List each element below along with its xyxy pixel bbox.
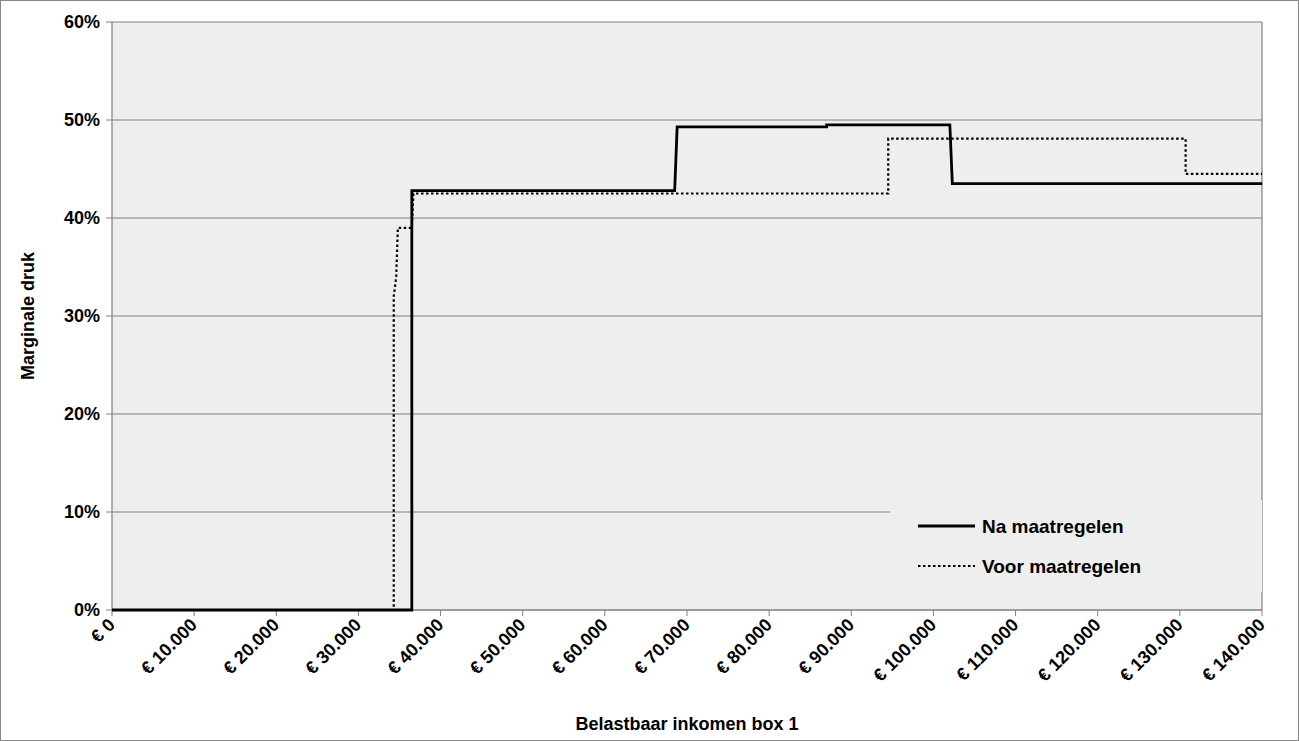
x-tick-label: € 60.000 <box>548 615 612 679</box>
x-tick-label: € 30.000 <box>302 615 366 679</box>
x-tick-label: € 0 <box>87 615 119 647</box>
grid-line <box>112 413 1262 414</box>
y-tick <box>106 22 112 23</box>
y-tick-label: 0% <box>74 600 100 620</box>
y-tick <box>106 120 112 121</box>
x-tick <box>933 610 934 616</box>
y-axis-title: Marginale druk <box>18 251 38 380</box>
x-tick <box>604 610 605 616</box>
x-tick-label: € 140.000 <box>1198 615 1269 686</box>
y-tick <box>106 610 112 611</box>
legend-box <box>890 500 1262 592</box>
y-tick <box>106 414 112 415</box>
y-tick-label: 40% <box>64 208 100 228</box>
x-tick <box>1015 610 1016 616</box>
x-axis-title: Belastbaar inkomen box 1 <box>575 714 798 734</box>
plot-area <box>112 22 1262 610</box>
x-tick-label: € 70.000 <box>630 615 694 679</box>
legend-label: Na maatregelen <box>982 516 1124 537</box>
x-tick-label: € 100.000 <box>869 615 940 686</box>
chart: 0% 10% 20% 30% 40% 50% 60% € 0 € 10.000 € 20.000 €… <box>0 0 1299 741</box>
legend-label: Voor maatregelen <box>982 556 1141 577</box>
x-tick <box>440 610 441 616</box>
x-tick <box>851 610 852 616</box>
x-tick-label: € 80.000 <box>712 615 776 679</box>
series-line <box>112 139 1262 610</box>
y-tick <box>106 512 112 513</box>
y-tick-label: 10% <box>64 502 100 522</box>
x-tick-label: € 40.000 <box>384 615 448 679</box>
x-tick-label: € 110.000 <box>952 615 1022 685</box>
y-tick-label: 30% <box>64 306 100 326</box>
chart-border <box>1 1 1299 741</box>
series-group <box>112 125 1262 610</box>
y-tick <box>106 316 112 317</box>
grid-line <box>112 315 1262 316</box>
y-tick-label: 20% <box>64 404 100 424</box>
x-tick <box>1262 610 1263 616</box>
x-tick <box>1097 610 1098 616</box>
x-tick <box>522 610 523 616</box>
grid-line <box>112 21 1262 22</box>
x-tick-label: € 90.000 <box>794 615 858 679</box>
x-tick <box>687 610 688 616</box>
x-tick <box>769 610 770 616</box>
legend-swatch <box>918 565 975 567</box>
x-tick-label: € 50.000 <box>466 615 530 679</box>
x-tick-label: € 120.000 <box>1034 615 1105 686</box>
y-axis-line <box>111 22 112 610</box>
grid-line <box>112 217 1262 218</box>
y-tick-label: 50% <box>64 110 100 130</box>
x-tick-label: € 20.000 <box>219 615 283 679</box>
series-line <box>112 125 1262 610</box>
grid-line <box>112 119 1262 120</box>
y-tick-label: 60% <box>64 12 100 32</box>
legend: Na maatregelen Voor maatregelen <box>890 500 1262 592</box>
x-tick-label: € 130.000 <box>1116 615 1187 686</box>
y-tick <box>106 218 112 219</box>
x-tick-label: € 10.000 <box>137 615 201 679</box>
legend-swatch <box>918 525 975 528</box>
x-tick <box>1179 610 1180 616</box>
